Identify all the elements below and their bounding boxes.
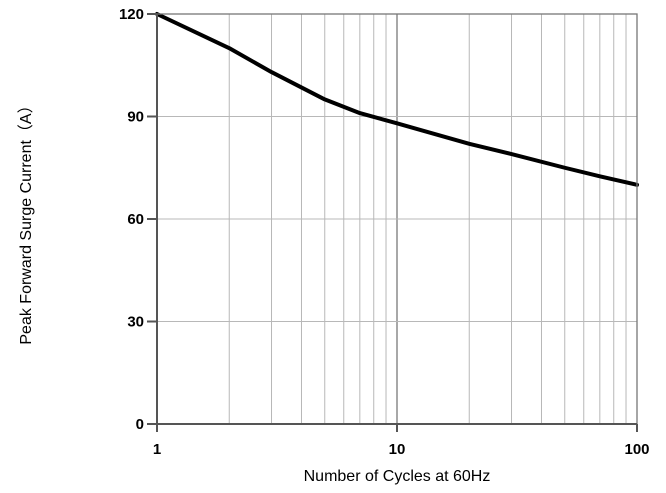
- grid-lines: [157, 14, 637, 424]
- x-axis-title: Number of Cycles at 60Hz: [304, 468, 491, 485]
- y-axis-title: Peak Forward Surge Current（A）: [17, 97, 35, 344]
- y-tick-label: 0: [136, 416, 144, 433]
- y-tick-label: 30: [127, 314, 144, 331]
- x-tick-label: 100: [624, 441, 649, 458]
- x-tick-label: 10: [389, 441, 406, 458]
- series-layer: [155, 12, 639, 187]
- y-tick-label: 120: [119, 6, 144, 23]
- axis-frame: [147, 13, 638, 432]
- y-tick-label: 60: [127, 211, 144, 228]
- series-line-0: [155, 12, 639, 187]
- x-tick-label: 1: [153, 441, 161, 458]
- y-tick-label: 90: [127, 109, 144, 126]
